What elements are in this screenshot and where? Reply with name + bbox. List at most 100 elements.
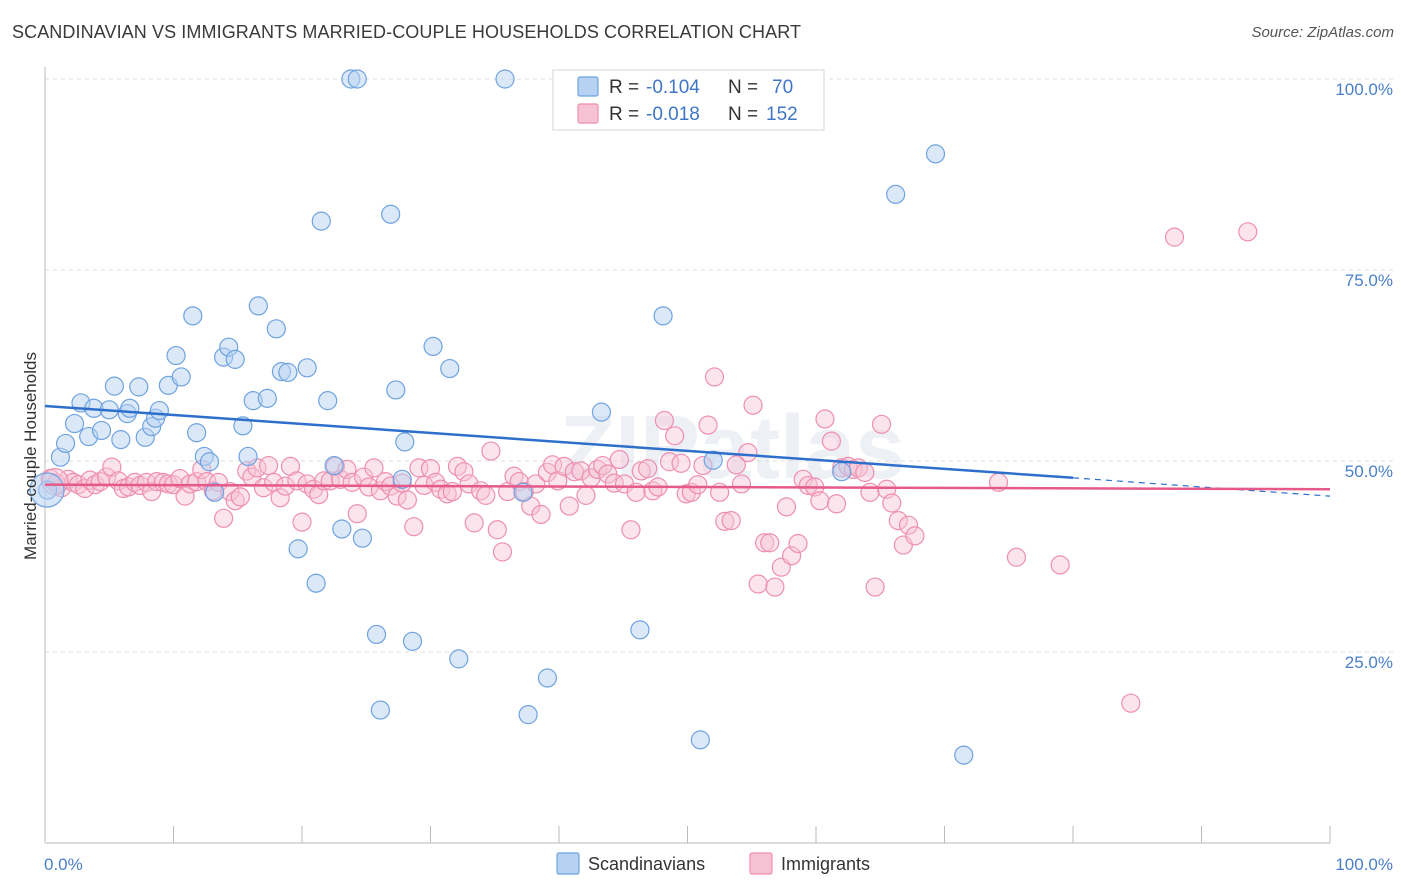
scandinavians-point	[248, 296, 268, 316]
scandinavians-point	[395, 432, 415, 452]
chart-title: SCANDINAVIAN VS IMMIGRANTS MARRIED-COUPL…	[12, 22, 802, 42]
immigrants-point	[492, 542, 513, 562]
immigrants-point	[721, 510, 741, 531]
y-tick-labels: 25.0% 50.0% 75.0% 100.0%	[1335, 80, 1393, 672]
scandinavians-point	[954, 745, 974, 765]
y-axis-label: Married-couple Households	[21, 352, 40, 560]
immigrants-point	[704, 367, 725, 387]
scandinavians-point	[423, 336, 443, 356]
immigrants-point	[253, 478, 274, 498]
immigrants-point	[1121, 693, 1141, 713]
legend-swatch-scandinavians	[556, 852, 580, 875]
scandinavians-point	[297, 358, 317, 378]
immigrants-point	[214, 508, 234, 528]
immigrants-point	[865, 577, 885, 597]
scandinavians-point	[288, 539, 308, 559]
immigrants-point	[738, 442, 758, 463]
immigrants-point	[698, 415, 718, 435]
x-tick-labels: 0.0% 100.0%	[44, 855, 1393, 874]
scandinavians-point	[311, 211, 331, 231]
legend-swatch-immigrants	[749, 852, 773, 875]
scandinavians-cluster-point	[29, 472, 65, 508]
immigrants-point	[726, 455, 746, 475]
scandinavians-point	[352, 528, 372, 548]
immigrants-point	[1164, 227, 1185, 247]
immigrants-point	[170, 468, 190, 489]
y-tick-label: 100.0%	[1335, 80, 1393, 99]
scandinavians-point	[324, 455, 344, 476]
immigrants-point	[731, 474, 752, 494]
scandinavians-point	[370, 700, 390, 720]
immigrants-point	[760, 533, 780, 553]
immigrants-point	[654, 410, 674, 431]
immigrants-point	[576, 485, 596, 505]
immigrants-point	[788, 533, 808, 554]
immigrants-point	[815, 409, 835, 429]
scandinavians-point	[104, 376, 124, 396]
series-immigrants	[40, 222, 1258, 713]
stats-n-value-2: 152	[766, 104, 798, 125]
immigrants-point	[1006, 547, 1027, 567]
stats-n-value-1: 70	[772, 77, 793, 98]
stats-n-label-2: N =	[728, 104, 758, 125]
scandinavians-point	[513, 482, 533, 502]
scandinavians-point	[166, 345, 186, 366]
scandinavians-point	[120, 398, 140, 418]
scandinavians-trend-line	[44, 404, 1074, 480]
stats-r-label-1: R =	[609, 77, 639, 98]
scandinavians-point	[832, 462, 852, 482]
immigrants-point	[781, 546, 802, 566]
trend-lines	[44, 404, 1331, 497]
scandinavians-point	[332, 519, 352, 539]
scandinavians-trend-extension	[1072, 477, 1331, 497]
scandinavians-point	[653, 306, 673, 326]
immigrants-point	[454, 462, 474, 482]
axes	[44, 67, 1331, 844]
scandinavians-point	[238, 446, 258, 467]
immigrants-point	[638, 459, 658, 479]
grid	[45, 78, 1395, 653]
scandinavians-point	[187, 423, 207, 443]
immigrants-point	[481, 441, 501, 461]
scandinavians-point	[266, 319, 286, 339]
immigrants-point	[230, 487, 250, 507]
source-label: Source: ZipAtlas.com	[1251, 24, 1394, 41]
immigrants-point	[476, 485, 496, 505]
immigrants-point	[798, 475, 818, 496]
scandinavians-point	[183, 306, 203, 326]
scandinavians-point	[690, 730, 710, 750]
stats-swatch-pink	[577, 103, 599, 124]
immigrants-point	[860, 482, 880, 502]
immigrants-point	[464, 513, 484, 533]
immigrants-point	[743, 395, 763, 415]
immigrants-point	[225, 491, 245, 511]
immigrants-point	[571, 461, 591, 481]
y-tick-label: 75.0%	[1345, 271, 1393, 290]
scandinavians-point	[703, 450, 723, 470]
scandinavians-point	[366, 624, 387, 645]
scandinavians-point	[64, 413, 85, 434]
immigrants-point	[1238, 222, 1258, 242]
y-tick-label: 25.0%	[1345, 653, 1393, 672]
scandinavians-point	[205, 482, 225, 502]
scandinavians-point	[925, 144, 946, 164]
immigrants-point	[487, 520, 507, 540]
immigrants-point	[776, 497, 797, 517]
immigrants-point	[671, 453, 691, 473]
scandinavians-point	[55, 433, 76, 454]
scandinavians-point	[440, 358, 460, 379]
immigrants-point	[258, 455, 279, 476]
immigrants-point	[559, 496, 579, 516]
immigrants-trend-line	[44, 483, 1331, 491]
scandinavians-point	[495, 69, 515, 89]
scandinavians-point	[591, 402, 612, 422]
stats-n-label-1: N =	[728, 77, 758, 98]
immigrants-point	[826, 494, 847, 514]
immigrants-point	[270, 488, 290, 508]
immigrants-point	[882, 493, 902, 513]
scandinavians-point	[537, 668, 558, 688]
stats-r-label-2: R =	[609, 104, 639, 125]
immigrants-point	[748, 574, 768, 594]
immigrants-point	[175, 486, 195, 506]
